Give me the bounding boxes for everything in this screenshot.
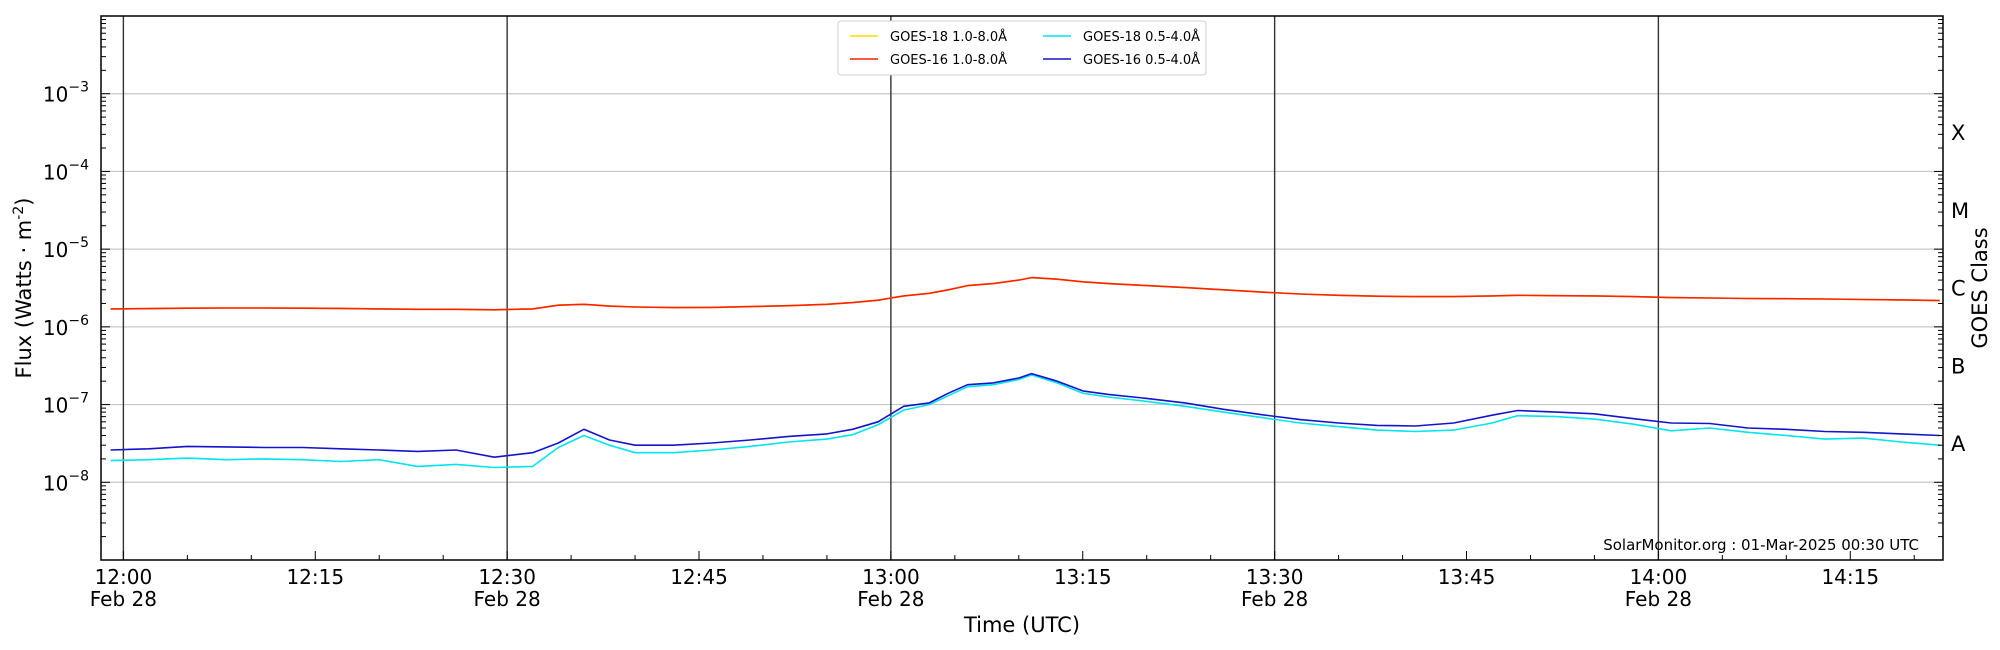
- x-tick-date-label: Feb 28: [857, 587, 924, 611]
- x-tick-date-label: Feb 28: [474, 587, 541, 611]
- x-tick-label: 14:00: [1630, 565, 1688, 589]
- y-tick-label: 10−8: [43, 468, 89, 495]
- goes-class-labels: A B C M X: [1951, 121, 1969, 456]
- x-tick-date-label: Feb 28: [1625, 587, 1692, 611]
- legend-label: GOES-16 0.5-4.0Å: [1083, 52, 1200, 68]
- series-line-2: [110, 374, 1940, 469]
- goes-class-a: A: [1951, 432, 1966, 456]
- y-tick-label: 10−3: [43, 80, 89, 107]
- legend-box: [837, 20, 1207, 76]
- x-tick-label: 13:30: [1246, 565, 1304, 589]
- credit-text: SolarMonitor.org : 01-Mar-2025 00:30 UTC: [1603, 536, 1919, 554]
- x-tick-label: 12:30: [478, 565, 536, 589]
- x-tick-label: 14:15: [1821, 565, 1879, 589]
- x-tick-label: 12:15: [286, 565, 344, 589]
- y-axis-title: Flux (Watts · m-2): [11, 198, 36, 379]
- x-tick-date-label: Feb 28: [1241, 587, 1308, 611]
- legend: GOES-18 1.0-8.0Å GOES-16 1.0-8.0Å GOES-18 …: [837, 20, 1207, 76]
- plot-frame: [100, 15, 1944, 561]
- axis-ticks: [101, 19, 1943, 561]
- x-tick-label: 13:15: [1054, 565, 1112, 589]
- y-tick-label: 10−7: [43, 391, 89, 418]
- vertical-day-lines: [122, 16, 1660, 560]
- legend-label: GOES-16 1.0-8.0Å: [890, 52, 1007, 68]
- series-line-3: [110, 372, 1940, 459]
- legend-label: GOES-18 0.5-4.0Å: [1083, 29, 1200, 45]
- series-line-1: [110, 276, 1940, 311]
- y-tick-label: 10−6: [43, 313, 89, 340]
- y-tick-label: 10−4: [43, 157, 89, 184]
- y-tick-label: 10−5: [43, 235, 89, 262]
- series-lines: [110, 276, 1940, 469]
- plot-background: [101, 16, 1943, 560]
- x-tick-label: 13:00: [862, 565, 920, 589]
- y2-axis-title: GOES Class: [1968, 227, 1992, 348]
- legend-label: GOES-18 1.0-8.0Å: [890, 29, 1007, 45]
- x-tick-label: 12:45: [670, 565, 728, 589]
- goes-class-m: M: [1951, 199, 1969, 223]
- x-tick-label: 13:45: [1438, 565, 1496, 589]
- horizontal-gridlines: [101, 93, 1943, 483]
- goes-class-x: X: [1951, 121, 1965, 145]
- x-tick-label: 12:00: [95, 565, 153, 589]
- x-tick-date-label: Feb 28: [90, 587, 157, 611]
- y-tick-labels: 10−8 10−7 10−6 10−5 10−4 10−3: [43, 80, 89, 496]
- goes-class-c: C: [1951, 277, 1966, 301]
- x-axis-title: Time (UTC): [963, 613, 1080, 637]
- goes-class-b: B: [1951, 354, 1965, 378]
